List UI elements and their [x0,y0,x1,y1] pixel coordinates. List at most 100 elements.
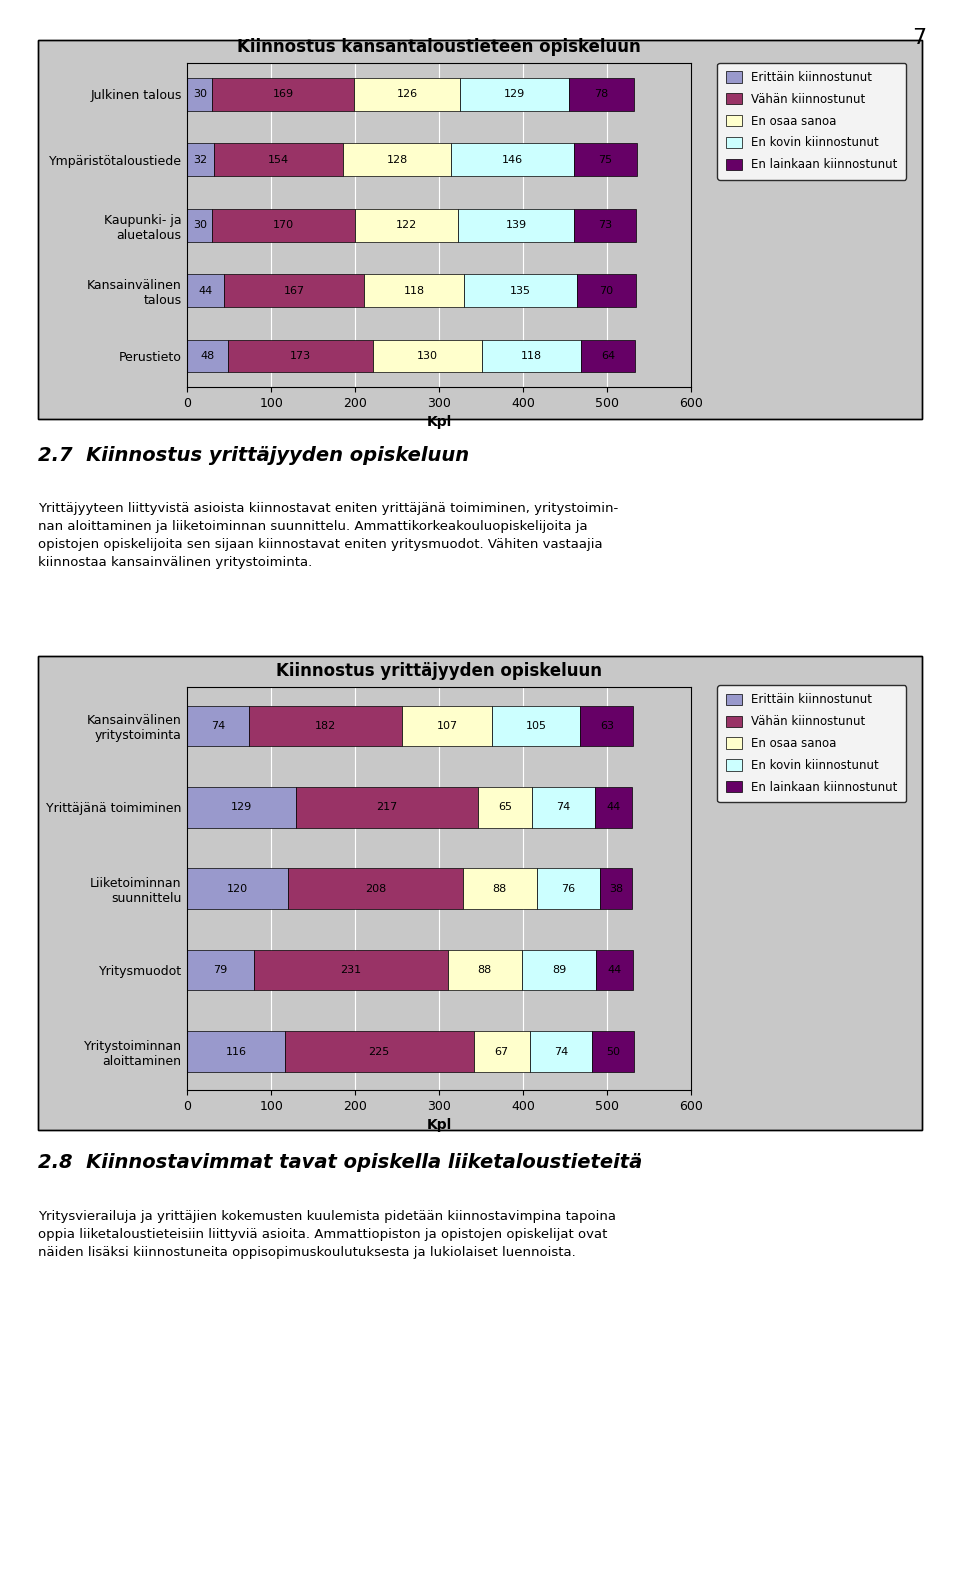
Bar [187,275,225,307]
Text: 146: 146 [502,155,523,164]
Text: Yritysvierailuja ja yrittäjien kokemusten kuulemista pidetään kiinnostavimpina t: Yritysvierailuja ja yrittäjien kokemuste… [38,1210,616,1259]
Text: 173: 173 [290,351,311,360]
Text: 107: 107 [437,720,458,732]
Bar [402,706,492,746]
Title: Kiinnostus kansantaloustieteen opiskeluun: Kiinnostus kansantaloustieteen opiskeluu… [237,38,641,55]
Text: 2.8  Kiinnostavimmat tavat opiskella liiketaloustieteitä: 2.8 Kiinnostavimmat tavat opiskella liik… [38,1153,642,1172]
Bar [212,209,355,242]
Bar [372,340,482,373]
Bar [580,706,634,746]
Text: 170: 170 [274,220,295,231]
Bar [464,275,577,307]
Text: 7: 7 [912,28,926,49]
Text: 167: 167 [284,286,305,295]
Text: 70: 70 [599,286,613,295]
Bar [533,787,594,828]
Bar [568,77,634,111]
Bar [187,77,212,111]
Text: 48: 48 [201,351,214,360]
Bar [573,144,636,175]
Bar [284,1032,473,1071]
Bar [187,706,250,746]
Text: 63: 63 [600,720,613,732]
Text: 44: 44 [199,286,213,295]
Text: 30: 30 [193,220,206,231]
Text: 2.7  Kiinnostus yrittäjyyden opiskeluun: 2.7 Kiinnostus yrittäjyyden opiskeluun [38,446,469,465]
Text: 225: 225 [369,1046,390,1057]
Bar [344,144,451,175]
Title: Kiinnostus yrittäjyyden opiskeluun: Kiinnostus yrittäjyyden opiskeluun [276,662,602,679]
Bar [355,209,458,242]
Bar [447,950,521,991]
Text: 126: 126 [396,90,418,100]
Text: 122: 122 [396,220,417,231]
Bar [492,706,580,746]
Text: 128: 128 [387,155,408,164]
Text: 116: 116 [226,1046,247,1057]
Bar [187,340,228,373]
Bar [537,869,601,908]
Text: 217: 217 [376,803,397,812]
Bar [482,340,581,373]
Text: 182: 182 [315,720,336,732]
Text: 88: 88 [492,883,507,894]
Text: 130: 130 [417,351,438,360]
Bar [187,144,214,175]
Text: 208: 208 [365,883,386,894]
Bar [187,1032,284,1071]
Text: 64: 64 [601,351,615,360]
Bar [594,787,632,828]
Legend: Erittäin kiinnostunut, Vähän kiinnostunut, En osaa sanoa, En kovin kiinnostunut,: Erittäin kiinnostunut, Vähän kiinnostunu… [717,63,906,180]
Text: 79: 79 [213,965,228,975]
Text: 65: 65 [498,803,512,812]
Bar [478,787,533,828]
Text: 118: 118 [521,351,542,360]
Text: 50: 50 [606,1046,620,1057]
Bar [592,1032,634,1071]
Text: 73: 73 [598,220,612,231]
Text: 74: 74 [557,803,570,812]
Text: 129: 129 [230,803,252,812]
Bar [187,787,296,828]
Bar [228,340,372,373]
Text: 78: 78 [594,90,609,100]
Bar [581,340,635,373]
Bar [458,209,574,242]
Bar [354,77,460,111]
Bar [212,77,354,111]
Text: 30: 30 [193,90,206,100]
Text: 88: 88 [477,965,492,975]
Text: 67: 67 [494,1046,509,1057]
Bar [530,1032,592,1071]
Bar [521,950,596,991]
Text: 74: 74 [211,720,226,732]
Text: 38: 38 [610,883,623,894]
Bar [187,950,253,991]
Text: 105: 105 [526,720,546,732]
Bar [460,77,568,111]
Text: 44: 44 [608,965,622,975]
Text: 231: 231 [340,965,361,975]
Bar [473,1032,530,1071]
Bar [296,787,478,828]
Text: 120: 120 [227,883,249,894]
Legend: Erittäin kiinnostunut, Vähän kiinnostunut, En osaa sanoa, En kovin kiinnostunut,: Erittäin kiinnostunut, Vähän kiinnostunu… [717,686,906,803]
Bar [365,275,464,307]
Text: Yrittäjyyteen liittyvistä asioista kiinnostavat eniten yrittäjänä toimiminen, yr: Yrittäjyyteen liittyvistä asioista kiinn… [38,502,618,569]
Text: 32: 32 [194,155,207,164]
Bar [187,869,288,908]
Text: 44: 44 [606,803,620,812]
Text: 139: 139 [506,220,527,231]
Text: 154: 154 [268,155,289,164]
Text: 75: 75 [598,155,612,164]
Bar [463,869,537,908]
X-axis label: Kpl: Kpl [426,416,452,430]
Text: 129: 129 [504,90,525,100]
Bar [288,869,463,908]
Bar [253,950,447,991]
Text: 118: 118 [403,286,424,295]
Bar [574,209,636,242]
Bar [225,275,365,307]
Bar [596,950,634,991]
Text: 89: 89 [552,965,566,975]
